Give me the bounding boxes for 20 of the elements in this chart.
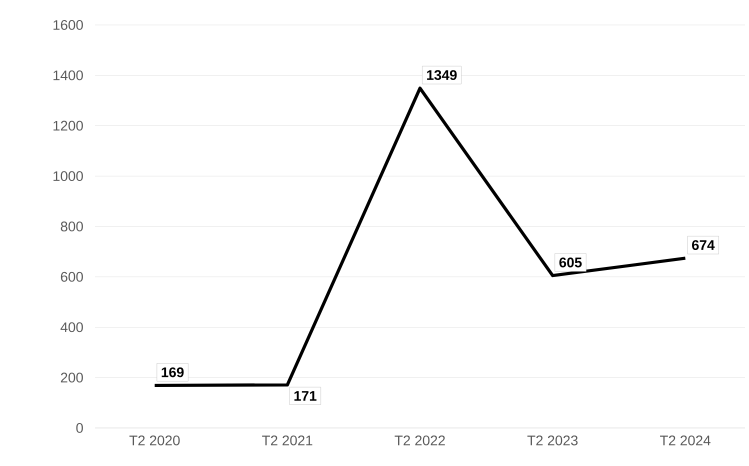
data-label: 1349 [427, 70, 457, 80]
data-label: 169 [162, 367, 184, 378]
data-label: 674 [692, 240, 715, 250]
data-label: 605 [559, 258, 582, 268]
y-tick-label: 600 [60, 272, 83, 282]
y-tick-label: 800 [60, 222, 83, 232]
y-tick-label: 1600 [54, 20, 83, 30]
y-tick-label: 200 [60, 372, 83, 383]
y-tick-label: 0 [76, 423, 83, 433]
data-label: 171 [294, 391, 316, 401]
line-series [153, 86, 687, 388]
x-tick-label: T2 2022 [394, 435, 445, 446]
y-tick-label: 1000 [54, 171, 83, 182]
x-tick-label: T2 2023 [527, 435, 578, 446]
x-tick-label: T2 2024 [660, 435, 710, 446]
y-tick-label: 400 [60, 322, 83, 332]
y-tick-label: 1200 [54, 120, 83, 131]
y-tick-label: 1400 [54, 70, 83, 80]
x-tick-label: T2 2020 [129, 435, 180, 446]
x-tick-label: T2 2021 [262, 435, 312, 446]
